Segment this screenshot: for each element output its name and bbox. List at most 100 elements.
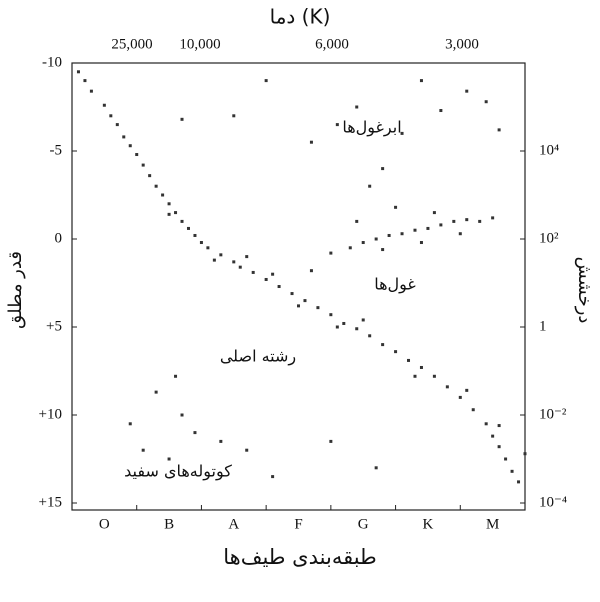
x-tick-label: O: [99, 516, 110, 532]
star-point: [465, 89, 469, 93]
star-point: [458, 232, 462, 236]
star-point: [381, 167, 385, 171]
y-tick-label: +5: [46, 318, 62, 334]
star-point: [277, 285, 281, 289]
star-point: [206, 246, 210, 250]
star-point: [368, 334, 372, 338]
star-point: [148, 174, 152, 178]
star-point: [238, 265, 242, 269]
star-point: [251, 270, 255, 274]
star-point: [504, 457, 508, 461]
region-label: رشته اصلی: [220, 347, 296, 367]
star-point: [309, 140, 313, 144]
region-label: کوتوله‌های سفید: [124, 462, 232, 482]
star-point: [426, 226, 430, 230]
star-point: [219, 439, 223, 443]
star-point: [400, 232, 404, 236]
y2-tick-label: 10⁴: [539, 142, 559, 158]
star-point: [180, 117, 184, 121]
star-point: [245, 255, 249, 259]
plot-frame: [71, 62, 526, 511]
star-point: [174, 211, 178, 215]
star-point: [264, 277, 268, 281]
star-point: [271, 272, 275, 276]
star-point: [342, 321, 346, 325]
region-label: غول‌ها: [374, 275, 416, 295]
star-point: [361, 318, 365, 322]
star-point: [154, 390, 158, 394]
star-point: [135, 153, 139, 157]
star-point: [141, 163, 145, 167]
y2-tick-label: 10⁻²: [539, 406, 567, 422]
star-point: [484, 422, 488, 426]
star-point: [465, 388, 469, 392]
star-point: [368, 184, 372, 188]
star-point: [523, 452, 527, 456]
star-point: [303, 299, 307, 303]
y2-tick-label: 10²: [539, 230, 559, 246]
star-point: [432, 374, 436, 378]
star-point: [484, 100, 488, 104]
star-point: [212, 258, 216, 262]
star-point: [387, 233, 391, 237]
region-label: ابرغول‌ها: [342, 118, 401, 138]
star-point: [193, 233, 197, 237]
star-point: [180, 413, 184, 417]
star-point: [355, 327, 359, 331]
star-point: [381, 248, 385, 252]
star-point: [471, 408, 475, 412]
star-point: [83, 79, 87, 83]
star-point: [355, 105, 359, 109]
top-axis-label: 25,000: [111, 36, 152, 52]
star-point: [497, 128, 501, 132]
star-point: [167, 212, 171, 216]
star-point: [154, 184, 158, 188]
star-point: [335, 123, 339, 127]
star-point: [491, 434, 495, 438]
star-point: [271, 475, 275, 479]
star-point: [167, 202, 171, 206]
y-tick-label: +15: [39, 494, 62, 510]
star-point: [329, 251, 333, 255]
top-axis-label: 10,000: [179, 36, 220, 52]
star-point: [186, 226, 190, 230]
star-point: [355, 219, 359, 223]
star-point: [329, 439, 333, 443]
star-point: [439, 223, 443, 227]
chart-title: دما (K): [270, 5, 331, 29]
star-point: [109, 114, 113, 118]
x-tick-label: B: [164, 516, 174, 532]
y-tick-label: -10: [42, 54, 62, 70]
star-point: [439, 109, 443, 113]
star-point: [394, 205, 398, 209]
x-tick-label: F: [294, 516, 302, 532]
star-point: [102, 103, 106, 107]
star-point: [407, 358, 411, 362]
star-point: [413, 374, 417, 378]
star-point: [465, 218, 469, 222]
star-point: [219, 253, 223, 257]
star-point: [76, 70, 80, 74]
top-axis-label: 3,000: [445, 36, 479, 52]
star-point: [329, 313, 333, 317]
star-point: [497, 445, 501, 449]
star-point: [232, 260, 236, 264]
star-point: [445, 385, 449, 389]
star-point: [193, 431, 197, 435]
x-tick-label: K: [423, 516, 434, 532]
star-point: [419, 365, 423, 369]
star-point: [180, 219, 184, 223]
star-point: [128, 144, 132, 148]
x-tick-label: A: [228, 516, 239, 532]
star-point: [432, 211, 436, 215]
x-tick-label: G: [358, 516, 369, 532]
star-point: [161, 193, 165, 197]
star-point: [245, 448, 249, 452]
y-tick-label: +10: [39, 406, 62, 422]
star-point: [419, 79, 423, 83]
y-tick-label: -5: [50, 142, 63, 158]
y2-tick-label: 10⁻⁴: [539, 494, 567, 510]
star-point: [374, 466, 378, 470]
star-point: [491, 216, 495, 220]
